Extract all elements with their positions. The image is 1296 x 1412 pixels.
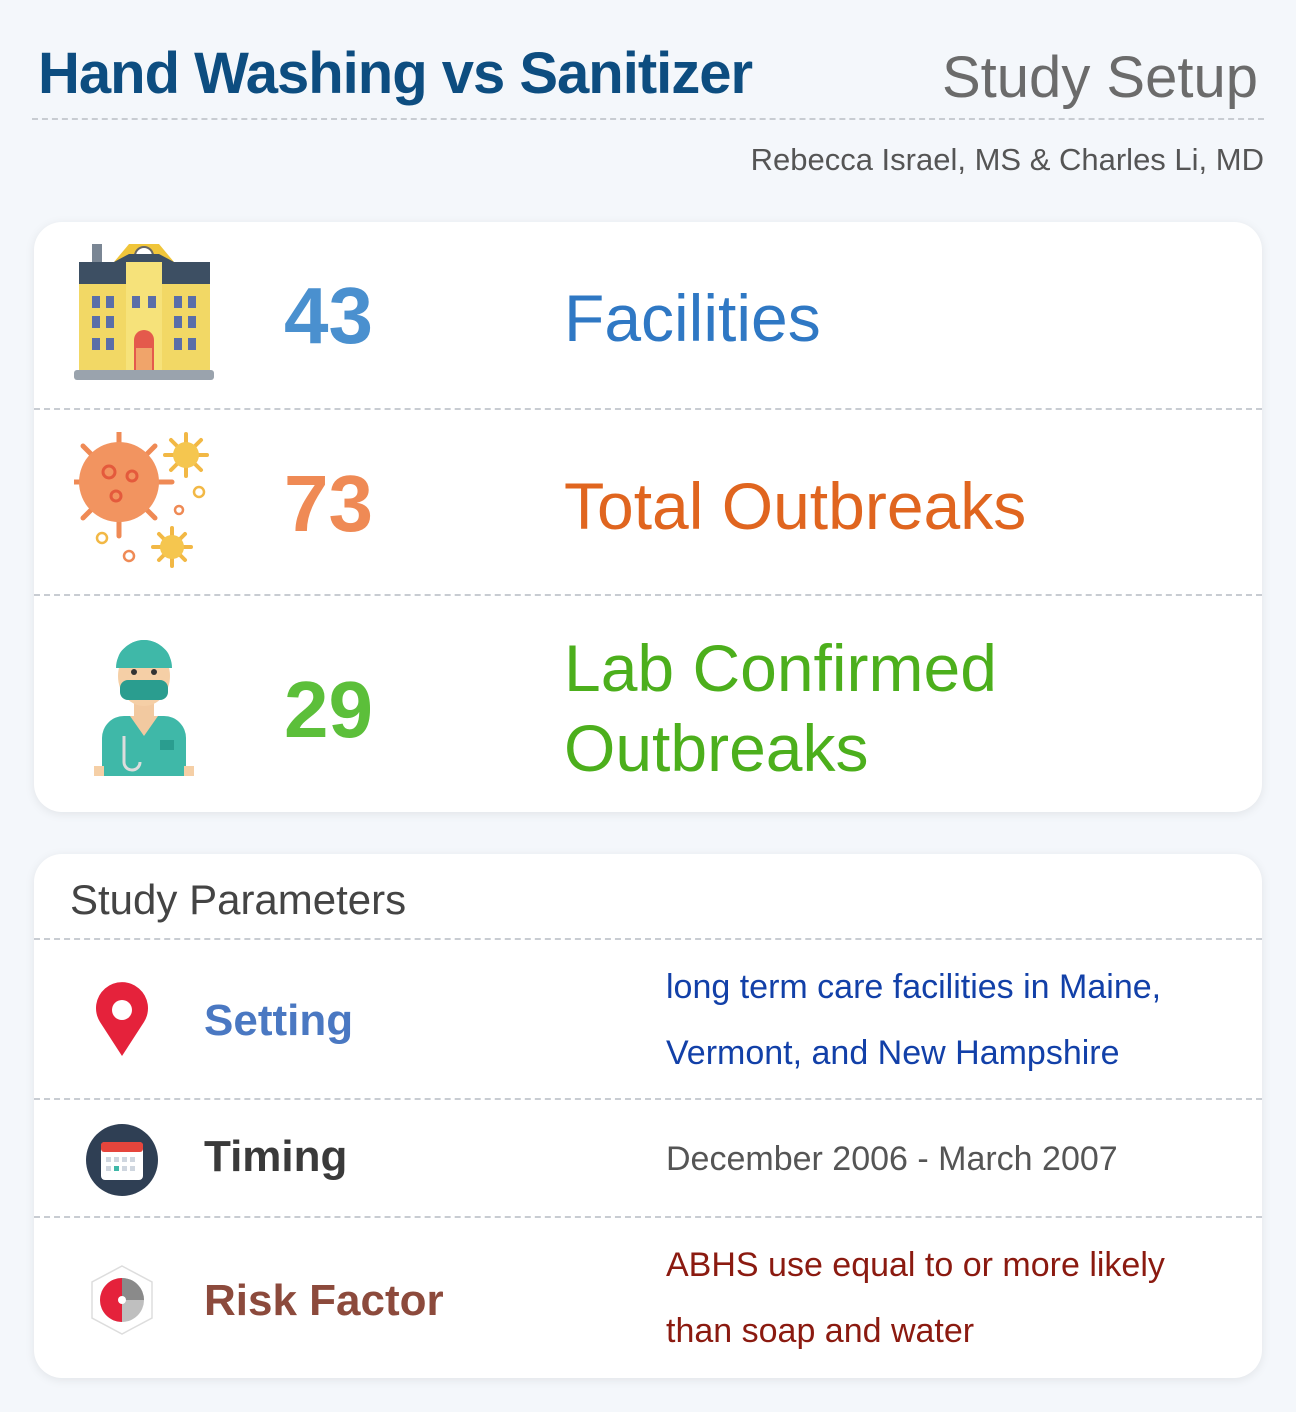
study-parameters-card: Study Parameters Setting long term care … xyxy=(34,854,1262,1378)
params-title: Study Parameters xyxy=(70,876,407,923)
section-title: Study Setup xyxy=(942,45,1258,110)
stat-row-facilities: 43 Facilities xyxy=(34,222,1262,408)
stats-card: 43 Facilities xyxy=(34,222,1262,812)
param-name-setting: Setting xyxy=(204,996,354,1045)
param-value-timing: December 2006 - March 2007 xyxy=(666,1140,1118,1178)
lab-confirmed-label: Lab Confirmed Outbreaks xyxy=(564,631,997,785)
school-building-icon xyxy=(74,244,214,380)
param-name-timing: Timing xyxy=(204,1132,348,1181)
param-row-timing: Timing December 2006 - March 2007 xyxy=(34,1098,1262,1216)
facilities-count: 43 xyxy=(284,271,373,360)
param-row-risk-factor: Risk Factor ABHS use equal to or more li… xyxy=(34,1216,1262,1378)
calendar-icon xyxy=(86,1124,158,1196)
authors: Rebecca Israel, MS & Charles Li, MD xyxy=(750,142,1264,177)
doctor-icon xyxy=(94,640,194,776)
param-row-setting: Setting long term care facilities in Mai… xyxy=(34,938,1262,1098)
risk-chart-icon xyxy=(91,1265,153,1335)
param-value-setting: long term care facilities in Maine, Verm… xyxy=(666,968,1162,1072)
total-outbreaks-count: 73 xyxy=(284,459,373,548)
virus-icon xyxy=(74,432,209,568)
param-name-risk-factor: Risk Factor xyxy=(204,1276,444,1325)
page-title: Hand Washing vs Sanitizer xyxy=(38,41,753,106)
lab-confirmed-count: 29 xyxy=(284,665,373,754)
header: Hand Washing vs Sanitizer Study Setup xyxy=(32,30,1264,120)
total-outbreaks-label: Total Outbreaks xyxy=(564,469,1027,543)
location-pin-icon xyxy=(96,982,148,1056)
param-value-risk-factor: ABHS use equal to or more likely than so… xyxy=(666,1246,1165,1350)
stat-row-lab-confirmed: 29 Lab Confirmed Outbreaks xyxy=(34,594,1262,812)
facilities-label: Facilities xyxy=(564,281,821,355)
stat-row-total-outbreaks: 73 Total Outbreaks xyxy=(34,408,1262,594)
